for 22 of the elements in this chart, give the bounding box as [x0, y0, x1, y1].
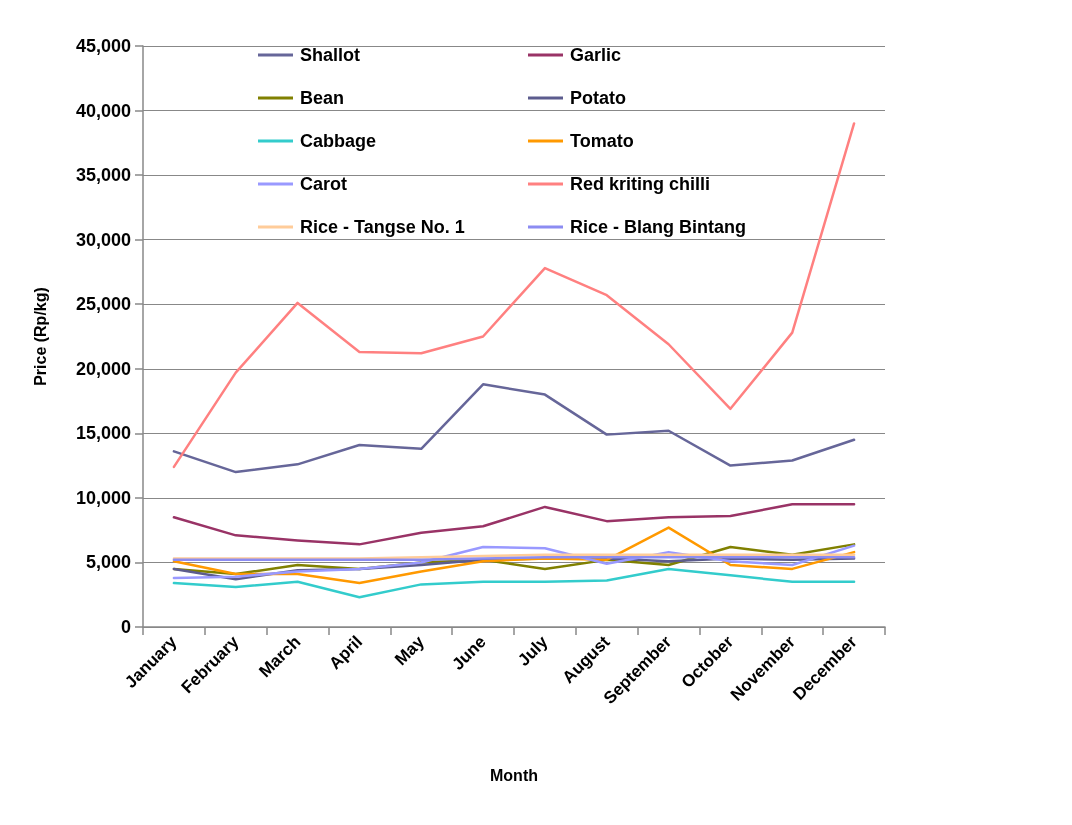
y-tick-label: 35,000	[75, 165, 131, 186]
legend-label: Cabbage	[300, 131, 377, 151]
y-tick-label: 10,000	[75, 487, 131, 508]
y-tick-label: 0	[120, 617, 131, 637]
y-tick-label: 15,000	[75, 423, 131, 444]
y-tick-label: 25,000	[75, 294, 131, 315]
y-tick-label: 20,000	[75, 358, 131, 379]
y-axis-title: Price (Rp/kg)	[31, 287, 49, 386]
x-axis-title: Month	[490, 766, 538, 784]
y-tick-label: 5,000	[85, 552, 131, 573]
legend-label: Potato	[570, 88, 626, 108]
legend-label: Red kriting chilli	[570, 174, 711, 194]
legend-label: Garlic	[570, 45, 622, 65]
legend-label: Shallot	[300, 45, 361, 65]
y-tick-label: 45,000	[75, 36, 131, 56]
legend-label: Rice - Blang Bintang	[570, 217, 747, 237]
legend-label: Tomato	[570, 131, 634, 151]
legend-label: Carot	[300, 174, 348, 194]
y-tick-label: 30,000	[75, 229, 131, 250]
legend-label: Rice - Tangse No. 1	[300, 217, 465, 237]
y-tick-label: 40,000	[75, 100, 131, 121]
legend-label: Bean	[300, 88, 345, 108]
